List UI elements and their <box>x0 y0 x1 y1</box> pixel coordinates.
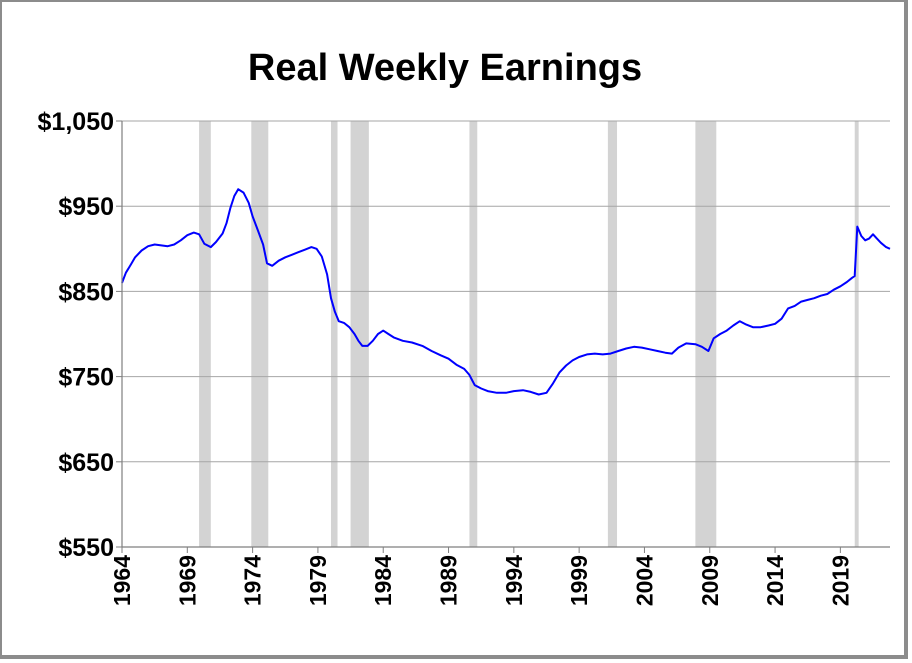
x-tick-label-1: 1969 <box>174 555 200 606</box>
x-tick-label-0: 1964 <box>109 555 135 606</box>
x-tick-label-10: 2014 <box>762 555 788 606</box>
y-tick-label-3: $750 <box>58 364 114 392</box>
x-tick-label-8: 2004 <box>631 555 657 606</box>
recession-band-2 <box>330 121 338 547</box>
axes <box>121 121 890 553</box>
recession-band-6 <box>695 121 717 547</box>
recession-band-3 <box>350 121 369 547</box>
series-layer <box>121 188 891 396</box>
y-tick-label-4: $650 <box>58 449 114 477</box>
x-tick-label-5: 1989 <box>436 555 462 606</box>
y-tick-label-2: $850 <box>58 278 114 306</box>
recession-band-1 <box>251 121 269 547</box>
recession-band-4 <box>469 121 478 547</box>
x-tick-label-11: 2019 <box>827 555 853 606</box>
recession-band-7 <box>854 121 859 547</box>
y-tick-label-0: $1,050 <box>38 108 114 136</box>
grid-lines <box>116 120 890 548</box>
y-tick-label-5: $550 <box>58 534 114 562</box>
x-tick-label-6: 1994 <box>501 555 527 606</box>
series-line-0 <box>121 188 891 396</box>
recession-bands <box>199 121 859 547</box>
recession-band-5 <box>607 121 618 547</box>
y-tick-labels: $1,050 $950 $850 $750 $650 $550 <box>38 108 114 562</box>
x-tick-label-7: 1999 <box>566 555 592 606</box>
x-tick-label-3: 1979 <box>305 555 331 606</box>
recession-band-0 <box>199 121 211 547</box>
x-tick-label-9: 2009 <box>697 555 723 606</box>
chart-title: Real Weekly Earnings <box>248 47 642 89</box>
y-tick-label-1: $950 <box>58 193 114 221</box>
x-tick-labels: 1964 1969 1974 1979 1984 1989 1994 1999 2004 2009… <box>109 555 853 606</box>
x-tick-label-2: 1974 <box>240 555 266 606</box>
x-tick-label-4: 1984 <box>370 555 396 606</box>
